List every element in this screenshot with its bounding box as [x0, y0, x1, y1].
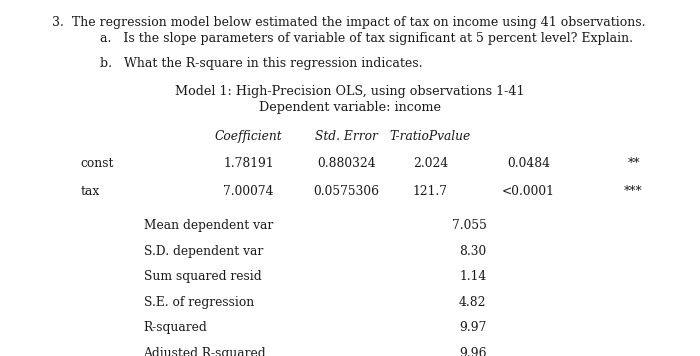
- Text: Mean dependent var: Mean dependent var: [144, 219, 273, 232]
- Text: 0.0575306: 0.0575306: [314, 185, 379, 198]
- Text: a.   Is the slope parameters of variable of tax significant at 5 percent level? : a. Is the slope parameters of variable o…: [80, 32, 634, 45]
- Text: Model 1: High-Precision OLS, using observations 1-41: Model 1: High-Precision OLS, using obser…: [175, 85, 525, 99]
- Text: 0.0484: 0.0484: [507, 157, 550, 171]
- Text: 9.96: 9.96: [459, 347, 486, 356]
- Text: 7.00074: 7.00074: [223, 185, 274, 198]
- Text: 8.30: 8.30: [459, 245, 486, 258]
- Text: 121.7: 121.7: [413, 185, 448, 198]
- Text: 7.055: 7.055: [452, 219, 486, 232]
- Text: Std. Error: Std. Error: [315, 130, 378, 143]
- Text: 0.880324: 0.880324: [317, 157, 376, 171]
- Text: 1.14: 1.14: [459, 270, 486, 283]
- Text: Dependent variable: income: Dependent variable: income: [259, 101, 441, 115]
- Text: tax: tax: [80, 185, 99, 198]
- Text: const: const: [80, 157, 114, 171]
- Text: **: **: [627, 157, 640, 171]
- Text: <0.0001: <0.0001: [502, 185, 555, 198]
- Text: Sum squared resid: Sum squared resid: [144, 270, 261, 283]
- Text: Adjusted R-squared: Adjusted R-squared: [144, 347, 266, 356]
- Text: b.   What the R-square in this regression indicates.: b. What the R-square in this regression …: [80, 57, 423, 70]
- Text: S.E. of regression: S.E. of regression: [144, 296, 253, 309]
- Text: T-ratioPvalue: T-ratioPvalue: [390, 130, 471, 143]
- Text: 4.82: 4.82: [459, 296, 486, 309]
- Text: R-squared: R-squared: [144, 321, 207, 335]
- Text: Coefficient: Coefficient: [215, 130, 282, 143]
- Text: ***: ***: [624, 185, 643, 198]
- Text: 1.78191: 1.78191: [223, 157, 274, 171]
- Text: 3.  The regression model below estimated the impact of tax on income using 41 ob: 3. The regression model below estimated …: [52, 16, 646, 29]
- Text: S.D. dependent var: S.D. dependent var: [144, 245, 262, 258]
- Text: 9.97: 9.97: [459, 321, 486, 335]
- Text: 2.024: 2.024: [413, 157, 448, 171]
